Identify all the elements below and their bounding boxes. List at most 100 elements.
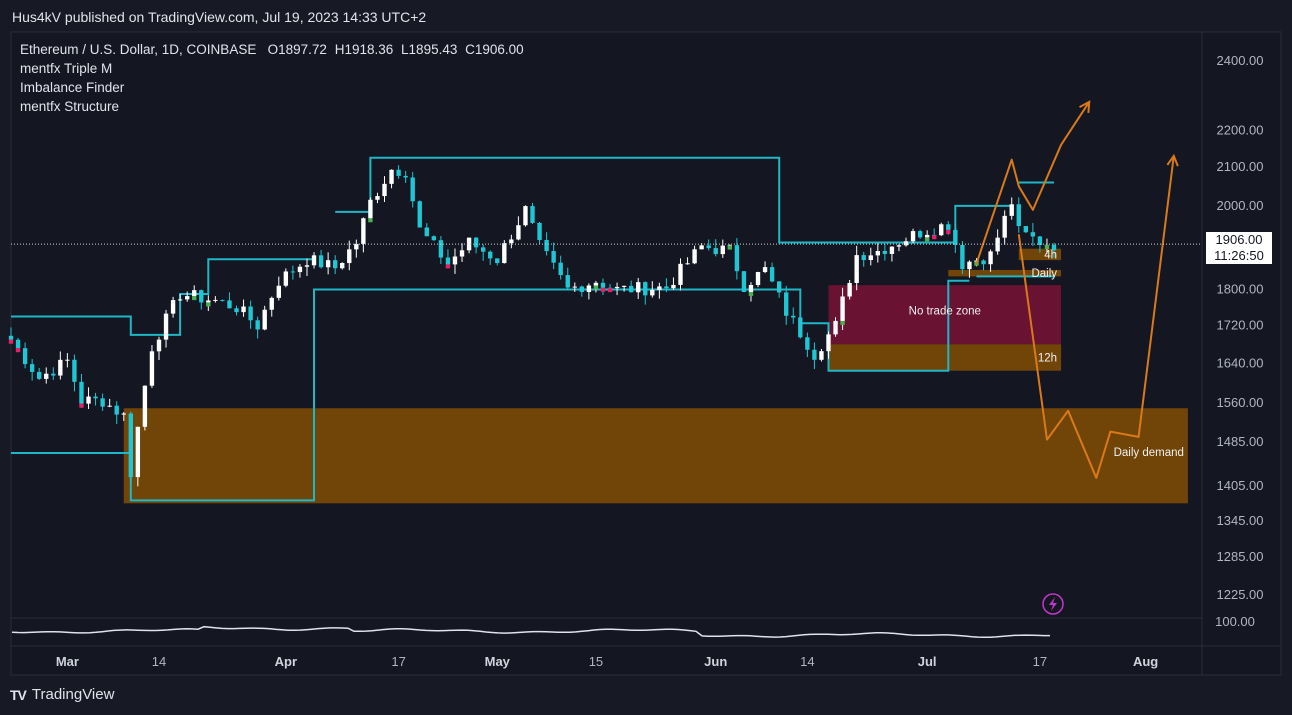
candle-body [769, 267, 775, 282]
zone-box [828, 285, 1062, 345]
time-tick-label: May [485, 654, 511, 669]
candle-body [614, 286, 620, 289]
candle-body [58, 359, 63, 376]
price-tick-label: 2000.00 [1217, 198, 1264, 213]
candle-body [375, 196, 380, 200]
candle-body [276, 285, 281, 298]
candle-body [889, 246, 895, 254]
candle-body [22, 348, 28, 365]
candle-body [826, 334, 831, 352]
price-tick-label: 2100.00 [1217, 159, 1264, 174]
time-tick-label: Jul [918, 654, 937, 669]
imbalance-mark [206, 302, 211, 307]
imbalance-mark [445, 264, 451, 269]
candle-body [988, 251, 993, 265]
candle-body [114, 405, 119, 415]
candle-body [480, 247, 486, 252]
candle-body [720, 245, 725, 255]
candle-body [445, 257, 451, 265]
price-tick-label: 1640.00 [1217, 355, 1264, 370]
candle-body [227, 300, 232, 309]
candle-body [692, 249, 697, 264]
candle-body [621, 285, 627, 287]
time-tick-label: Jun [704, 654, 727, 669]
symbol-name[interactable]: Ethereum / U.S. Dollar, 1D, COINBASE [20, 42, 257, 57]
candle-body [713, 248, 718, 255]
candle-body [354, 243, 359, 250]
imbalance-mark [932, 235, 937, 240]
candle-body [262, 309, 267, 330]
low-value: 1895.43 [408, 42, 458, 57]
candle-body [72, 359, 77, 382]
candle-body [347, 249, 352, 264]
candle-body [368, 199, 373, 219]
candle-body [847, 282, 852, 297]
candle-body [438, 240, 444, 258]
candle-body [784, 292, 789, 316]
high-label: H [334, 42, 345, 57]
candle-body [382, 183, 387, 197]
zone-box [828, 344, 1062, 371]
published-info: Hus4kV published on TradingView.com, Jul… [12, 9, 427, 25]
candle-body [241, 306, 246, 313]
imbalance-mark [1044, 244, 1050, 249]
candle-body [840, 296, 845, 321]
imbalance-mark [192, 296, 197, 301]
candle-body [255, 320, 260, 330]
candle-body [361, 218, 366, 244]
candle-body [156, 339, 162, 352]
publisher-bar: Hus4kV published on TradingView.com, Jul… [0, 0, 1292, 32]
candle-body [142, 385, 148, 427]
zone-box [1018, 248, 1062, 261]
time-axis[interactable]: Mar 14 Apr 17 May 15 Jun 14 Jul 17 Aug [11, 645, 1281, 669]
zone-labels: Daily demand No trade zone 12h Daily 4h [909, 249, 1184, 458]
chart-legend: Ethereum / U.S. Dollar, 1D, COINBASE O18… [20, 40, 528, 116]
candle-body [452, 256, 458, 265]
candle-body [170, 300, 176, 314]
zone-box [948, 269, 1062, 277]
oscillator-line [11, 625, 1050, 639]
high-value: 1918.36 [344, 42, 394, 57]
candle-body [177, 299, 183, 301]
candle-body [149, 351, 155, 386]
candle-body [1023, 226, 1029, 233]
price-tick-label: 1800.00 [1217, 282, 1264, 297]
candle-body [903, 241, 909, 246]
candle-body [1009, 204, 1014, 216]
candle-body [121, 413, 126, 415]
candle-body [565, 275, 570, 288]
zone-box [123, 408, 1188, 504]
structure-line [11, 258, 314, 336]
candle-body [1051, 244, 1057, 251]
price-tick-label: 1560.00 [1217, 395, 1264, 410]
candle-body [798, 317, 803, 338]
candle-body [509, 239, 514, 244]
candle-body [530, 206, 535, 223]
indicator-structure[interactable]: mentfx Structure [20, 99, 120, 114]
candle-body [304, 265, 310, 267]
candle-body [502, 243, 507, 264]
time-tick-label: 17 [391, 654, 405, 669]
close-value: 1906.00 [474, 42, 524, 57]
projection-arrowhead [1079, 100, 1091, 113]
candle-body [953, 229, 958, 245]
price-tick-label: 2400.00 [1217, 53, 1264, 68]
candle-body [896, 245, 902, 247]
tradingview-logo[interactable]: TV TradingView [10, 686, 114, 703]
tradingview-logo-icon: TV [10, 686, 27, 703]
price-axis[interactable]: 2400.00 2200.00 2100.00 2000.00 1800.00 1720.… [1201, 32, 1264, 675]
time-tick-label: 14 [800, 654, 814, 669]
close-label: C [465, 42, 475, 57]
symbol-row[interactable]: Ethereum / U.S. Dollar, 1D, COINBASE O18… [20, 40, 528, 59]
bar-countdown: 11:26:50 [1206, 248, 1272, 264]
indicator-triple-m[interactable]: mentfx Triple M [20, 61, 113, 76]
candle-body [37, 371, 42, 379]
candle-body [572, 286, 577, 288]
indicator-imbalance-finder[interactable]: Imbalance Finder [20, 80, 125, 95]
lightning-icon [1042, 593, 1064, 615]
candle-body [558, 262, 563, 276]
candle-body [466, 237, 472, 251]
candle-body [269, 297, 274, 310]
candle-body [875, 250, 881, 256]
